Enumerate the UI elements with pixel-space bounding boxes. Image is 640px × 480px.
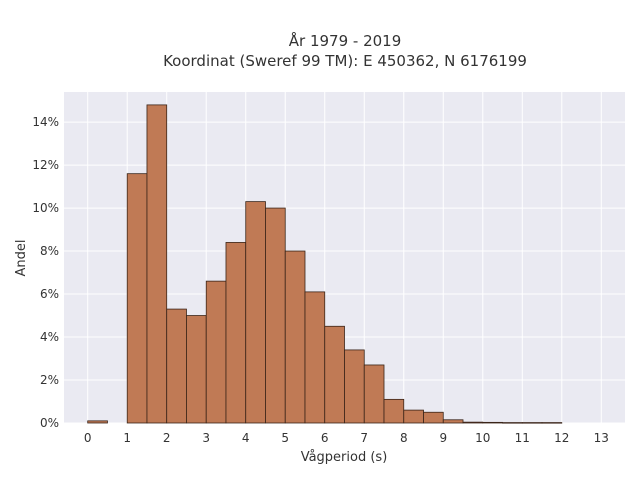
- histogram-bar: [284, 250, 306, 424]
- histogram-bar: [304, 291, 326, 424]
- histogram-bar: [146, 104, 168, 424]
- x-tick-label: 5: [281, 431, 289, 445]
- x-tick-label: 1: [123, 431, 131, 445]
- x-tick-label: 3: [202, 431, 210, 445]
- x-tick-label: 9: [439, 431, 447, 445]
- x-tick-label: 6: [321, 431, 329, 445]
- bars: [87, 104, 563, 424]
- histogram-bar: [403, 409, 424, 424]
- y-tick-label: 2%: [40, 373, 59, 387]
- histogram-bar: [363, 364, 385, 424]
- x-tick-label: 12: [554, 431, 569, 445]
- histogram-bar: [126, 173, 148, 424]
- histogram-bar: [521, 422, 543, 424]
- x-tick-label: 0: [84, 431, 92, 445]
- x-axis-label: Vågperiod (s): [301, 450, 388, 465]
- histogram-bar: [186, 315, 207, 424]
- y-tick-label: 6%: [40, 287, 59, 301]
- y-tick-label: 14%: [32, 115, 59, 129]
- histogram-bar: [502, 422, 523, 424]
- histogram-bar: [166, 308, 187, 424]
- histogram-bar: [205, 280, 227, 424]
- histogram-bar: [541, 422, 563, 424]
- y-tick-label: 4%: [40, 330, 59, 344]
- histogram-bar: [442, 419, 464, 424]
- histogram-bar: [423, 411, 444, 424]
- histogram-bar: [225, 242, 247, 424]
- y-tick-label: 8%: [40, 244, 59, 258]
- chart-title: År 1979 - 2019: [289, 31, 402, 50]
- x-tick-label: 10: [475, 431, 490, 445]
- x-tick-label: 7: [360, 431, 368, 445]
- histogram-bar: [344, 349, 365, 424]
- histogram-bar: [87, 420, 108, 424]
- x-tick-label: 11: [515, 431, 530, 445]
- x-tick-label: 8: [400, 431, 408, 445]
- y-tick-label: 0%: [40, 416, 59, 430]
- x-tick-label: 13: [594, 431, 609, 445]
- y-axis-label: Andel: [14, 240, 29, 277]
- x-tick-label: 4: [242, 431, 250, 445]
- y-tick-label: 10%: [32, 201, 59, 215]
- y-tick-label: 12%: [32, 158, 59, 172]
- tick-labels: 0 1 2 3 4 5 6 7 8 9 10 11 12 130%2%4%6%8%10%12%14%: [32, 115, 609, 445]
- histogram-bar: [245, 201, 266, 424]
- x-tick-label: 2: [163, 431, 171, 445]
- histogram-bar: [324, 325, 345, 424]
- histogram-bar: [383, 398, 405, 424]
- chart-subtitle: Koordinat (Sweref 99 TM): E 450362, N 61…: [163, 52, 527, 70]
- histogram-bar: [482, 421, 503, 424]
- histogram-bar: [462, 421, 484, 424]
- histogram-bar: [265, 207, 286, 424]
